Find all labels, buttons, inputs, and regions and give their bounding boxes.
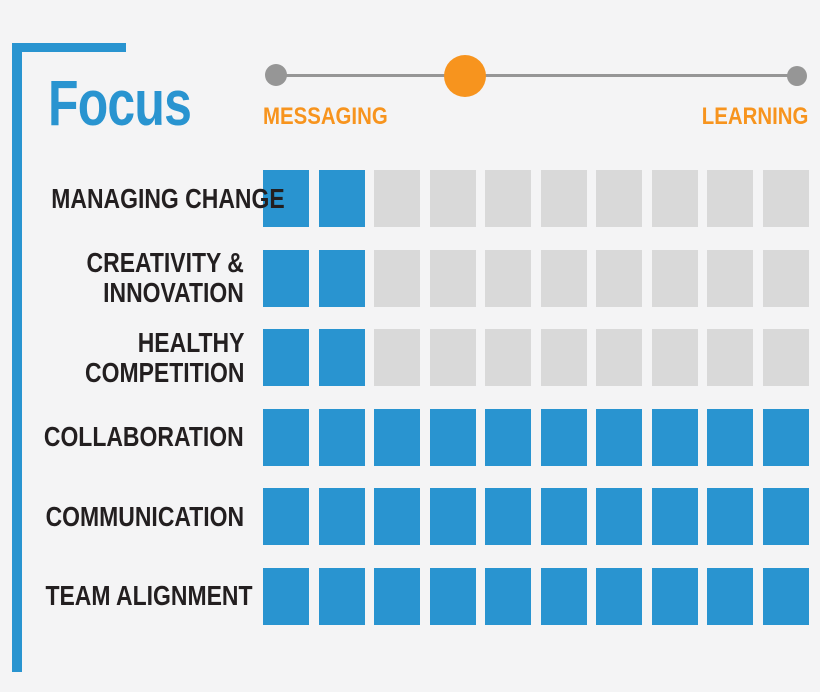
rating-cell-filled [263, 170, 309, 228]
slider-label-learning: LEARNING [701, 103, 808, 130]
grid-row: COLLABORATION [0, 398, 820, 478]
rating-cell-empty [762, 170, 809, 228]
rating-cells [263, 408, 809, 466]
rating-cell-filled [485, 567, 531, 625]
rating-cell-empty [596, 170, 642, 228]
rating-cell-filled [318, 408, 365, 466]
rating-cells [263, 567, 809, 625]
corner-bracket-horizontal [12, 43, 126, 52]
rating-cell-filled [762, 408, 809, 466]
rating-cell-empty [374, 170, 420, 228]
grid-row: HEALTHY COMPETITION [0, 318, 820, 398]
slider-track [276, 73, 797, 77]
focus-grid: MANAGING CHANGE CREATIVITY & INNOVATION HEA… [0, 159, 820, 636]
rating-cell-filled [318, 567, 365, 625]
rating-cell-filled [651, 408, 698, 466]
rating-cell-filled [540, 567, 587, 625]
rating-cell-filled [318, 170, 365, 228]
rating-cell-empty [540, 170, 587, 228]
rating-cell-empty [707, 249, 753, 307]
rating-cell-filled [540, 488, 587, 546]
rating-cell-empty [374, 329, 420, 387]
rating-cell-filled [263, 567, 309, 625]
rating-cells [263, 170, 809, 228]
rating-cell-filled [596, 488, 642, 546]
slider-left-endpoint-icon [265, 64, 287, 86]
rating-cell-empty [707, 329, 753, 387]
row-label: COMMUNICATION [45, 500, 244, 532]
rating-cell-filled [374, 408, 420, 466]
rating-cell-filled [429, 408, 476, 466]
rating-cell-empty [485, 170, 531, 228]
rating-cell-filled [596, 567, 642, 625]
rating-cell-empty [707, 170, 753, 228]
rating-cell-empty [429, 329, 476, 387]
rating-cell-empty [429, 170, 476, 228]
rating-cell-filled [263, 488, 309, 546]
rating-cell-filled [263, 329, 309, 387]
page-title: Focus [48, 67, 192, 139]
rating-cell-filled [318, 488, 365, 546]
row-label: MANAGING CHANGE [51, 182, 285, 214]
rating-cell-empty [651, 329, 698, 387]
corner-bracket-vertical [12, 43, 22, 672]
rating-cell-filled [429, 567, 476, 625]
row-label: TEAM ALIGNMENT [45, 580, 253, 612]
rating-cell-empty [762, 249, 809, 307]
rating-cell-filled [485, 408, 531, 466]
rating-cell-filled [596, 408, 642, 466]
rating-cell-empty [651, 170, 698, 228]
rating-cell-empty [540, 249, 587, 307]
slider-thumb[interactable] [444, 55, 487, 97]
slider-right-endpoint-icon [787, 66, 807, 86]
rating-cells [263, 488, 809, 546]
grid-row: CREATIVITY & INNOVATION [0, 239, 820, 319]
row-label: CREATIVITY & INNOVATION [86, 247, 244, 309]
grid-row: MANAGING CHANGE [0, 159, 820, 239]
rating-cell-empty [651, 249, 698, 307]
rating-cell-filled [762, 567, 809, 625]
slider-label-messaging: MESSAGING [263, 103, 388, 130]
rating-cell-filled [540, 408, 587, 466]
rating-cell-filled [707, 567, 753, 625]
row-label: HEALTHY COMPETITION [84, 326, 244, 388]
rating-cell-filled [651, 488, 698, 546]
rating-cell-filled [762, 488, 809, 546]
rating-cell-filled [374, 488, 420, 546]
rating-cell-filled [318, 329, 365, 387]
rating-cell-filled [651, 567, 698, 625]
row-label: COLLABORATION [44, 421, 244, 453]
rating-cell-filled [485, 488, 531, 546]
rating-cell-filled [429, 488, 476, 546]
rating-cell-empty [485, 329, 531, 387]
rating-cell-empty [762, 329, 809, 387]
rating-cell-empty [485, 249, 531, 307]
rating-cell-filled [263, 249, 309, 307]
rating-cell-empty [540, 329, 587, 387]
rating-cells [263, 329, 809, 387]
rating-cell-filled [263, 408, 309, 466]
rating-cell-filled [374, 567, 420, 625]
rating-cell-empty [374, 249, 420, 307]
rating-cell-empty [429, 249, 476, 307]
rating-cell-empty [596, 329, 642, 387]
rating-cell-empty [596, 249, 642, 307]
rating-cell-filled [707, 408, 753, 466]
grid-row: TEAM ALIGNMENT [0, 557, 820, 637]
rating-cell-filled [707, 488, 753, 546]
rating-cells [263, 249, 809, 307]
rating-cell-filled [318, 249, 365, 307]
grid-row: COMMUNICATION [0, 477, 820, 557]
